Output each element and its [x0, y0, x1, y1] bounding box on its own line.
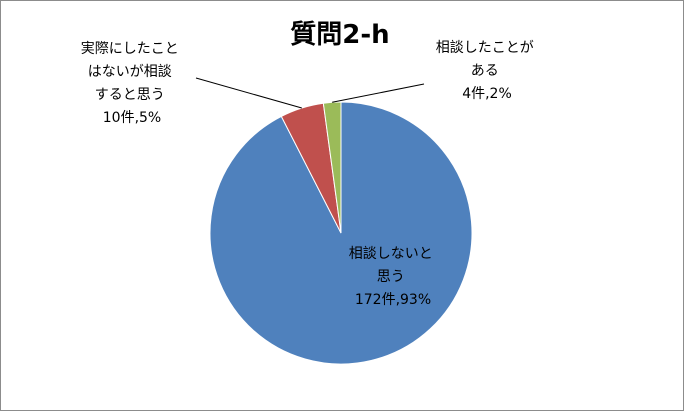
slice-label-2: 相談したことが ある 4件,2%: [436, 40, 538, 102]
chart-title: 質問2-h: [290, 20, 390, 50]
slice-label-2-line-1: ある: [471, 63, 499, 79]
slice-label-1-line-2: すると思う: [95, 87, 165, 103]
slice-label-2-line-0: 相談したことが: [436, 40, 534, 56]
slice-label-0: 相談しないと 思う 172件,93%: [349, 246, 437, 308]
slice-label-2-value: 4件,2%: [462, 86, 512, 102]
leader-line-1: [195, 77, 302, 109]
slice-label-0-line-1: 思う: [377, 269, 405, 285]
leader-line-2: [332, 83, 425, 103]
slice-label-0-value: 172件,93%: [355, 292, 431, 308]
slice-label-1-line-1: はないが相談: [88, 64, 172, 80]
slice-label-1: 実際にしたこと はないが相談 すると思う 10件,5%: [81, 41, 183, 126]
slice-label-1-line-0: 実際にしたこと: [81, 41, 179, 57]
slice-label-1-value: 10件,5%: [103, 110, 161, 126]
slice-label-0-line-0: 相談しないと: [349, 246, 433, 262]
